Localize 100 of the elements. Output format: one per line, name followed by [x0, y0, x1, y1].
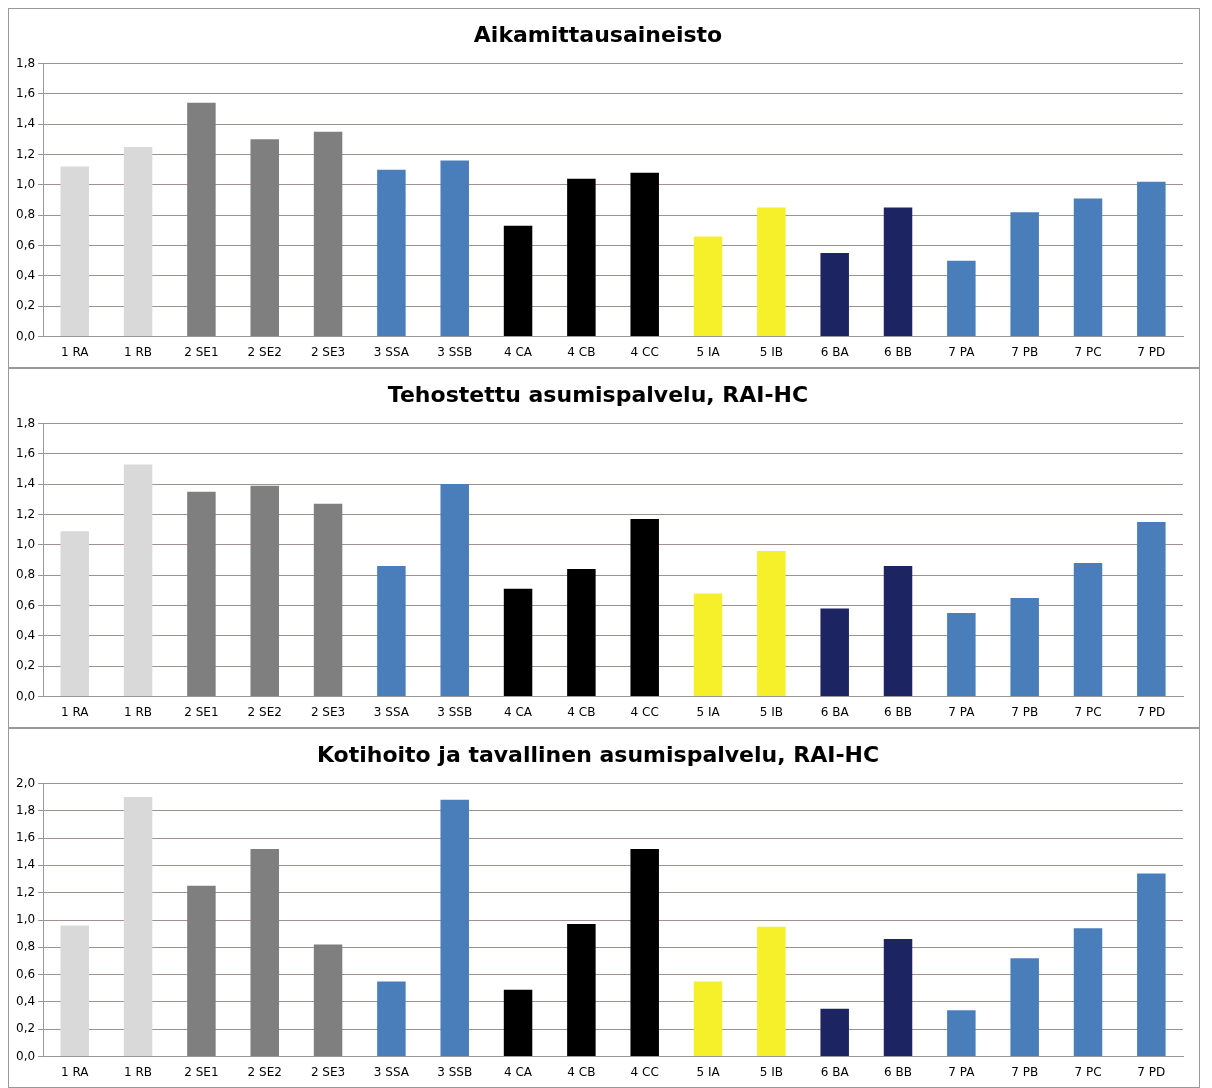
- x-tick-label: 4 CB: [567, 1064, 596, 1079]
- x-tick-label: 7 PB: [1011, 344, 1039, 359]
- bar: [187, 102, 216, 337]
- bar: [250, 139, 279, 337]
- bar: [567, 178, 596, 337]
- x-tick-label: 7 PA: [948, 1064, 976, 1079]
- bar: [947, 1010, 976, 1057]
- x-tick-label: 3 SSA: [373, 1064, 410, 1079]
- x-tick-label: 1 RA: [60, 704, 90, 719]
- x-tick-label: 4 CA: [504, 344, 533, 359]
- y-tick-label: 1,8: [15, 802, 36, 817]
- y-tick-label: 0,0: [15, 1048, 36, 1063]
- x-tick-label: 2 SE3: [310, 704, 346, 719]
- x-tick-label: 5 IA: [696, 344, 721, 359]
- y-tick-label: 0,2: [15, 658, 36, 673]
- bar: [693, 981, 723, 1057]
- bar: [123, 464, 153, 697]
- x-tick-label: 7 PC: [1074, 344, 1102, 359]
- bar: [313, 503, 343, 697]
- bar: [313, 944, 343, 1057]
- bar: [757, 207, 786, 337]
- bar: [60, 531, 89, 697]
- bar: [440, 484, 469, 697]
- x-tick-label: 6 BA: [820, 1064, 850, 1079]
- x-tick-label: 7 PA: [948, 704, 976, 719]
- x-tick-label: 2 SE1: [184, 1064, 219, 1079]
- bar: [377, 566, 406, 697]
- bar: [60, 166, 89, 337]
- x-tick-label: 7 PA: [948, 344, 976, 359]
- x-tick-label: 1 RA: [60, 344, 90, 359]
- x-tick-label: 2 SE3: [310, 344, 346, 359]
- bar: [250, 485, 279, 697]
- y-tick-label: 0,0: [15, 328, 36, 343]
- x-tick-label: 2 SE1: [184, 344, 219, 359]
- x-tick-label: 3 SSB: [437, 704, 473, 719]
- bar: [757, 926, 786, 1057]
- bar: [567, 569, 596, 697]
- x-tick-label: 5 IB: [759, 1064, 783, 1079]
- bar: [377, 981, 406, 1057]
- bar: [1137, 522, 1166, 697]
- x-tick-label: 4 CC: [630, 704, 659, 719]
- x-tick-label: 5 IB: [759, 344, 783, 359]
- bar: [313, 131, 343, 337]
- bar: [503, 989, 533, 1057]
- x-tick-label: 4 CA: [504, 1064, 533, 1079]
- bar: [883, 207, 913, 337]
- chart-title: Tehostettu asumispalvelu, RAI-HC: [387, 381, 809, 407]
- x-tick-label: 2 SE3: [310, 1064, 346, 1079]
- y-tick-label: 1,2: [15, 506, 36, 521]
- x-tick-label: 2 SE2: [247, 704, 282, 719]
- bar: [693, 236, 723, 337]
- x-tick-label: 2 SE2: [247, 1064, 282, 1079]
- x-tick-label: 4 CB: [567, 704, 596, 719]
- bar: [1073, 928, 1103, 1057]
- bar: [1073, 563, 1103, 697]
- x-tick-label: 7 PC: [1074, 1064, 1102, 1079]
- bar: [250, 848, 279, 1057]
- bar: [567, 924, 596, 1057]
- x-tick-label: 2 SE2: [247, 344, 282, 359]
- bar: [440, 799, 469, 1057]
- bar: [883, 566, 913, 697]
- y-tick-label: 1,6: [15, 445, 36, 460]
- y-tick-label: 1,8: [15, 55, 36, 70]
- bar: [630, 848, 659, 1057]
- bar: [630, 519, 659, 697]
- bar: [503, 225, 533, 337]
- bar: [630, 172, 659, 337]
- bar: [123, 797, 153, 1057]
- y-tick-label: 1,4: [15, 476, 36, 491]
- x-tick-label: 6 BB: [884, 344, 912, 359]
- y-tick-label: 1,0: [15, 536, 36, 551]
- x-tick-label: 7 PD: [1137, 1064, 1166, 1079]
- x-tick-label: 4 CC: [630, 344, 659, 359]
- bar: [123, 146, 153, 337]
- bar: [820, 608, 849, 697]
- bar: [60, 925, 89, 1057]
- x-tick-label: 1 RB: [124, 704, 153, 719]
- bar: [1137, 181, 1166, 337]
- y-tick-label: 0,8: [15, 567, 36, 582]
- y-tick-label: 2,0: [15, 775, 36, 790]
- bar: [757, 550, 786, 697]
- y-tick-label: 1,4: [15, 116, 36, 131]
- x-tick-label: 7 PD: [1137, 704, 1166, 719]
- y-tick-label: 0,6: [15, 597, 36, 612]
- y-tick-label: 0,8: [15, 207, 36, 222]
- x-tick-label: 5 IA: [696, 704, 721, 719]
- x-tick-label: 3 SSB: [437, 1064, 473, 1079]
- bar: [1073, 198, 1103, 337]
- y-tick-label: 0,0: [15, 688, 36, 703]
- y-tick-label: 1,2: [15, 884, 36, 899]
- x-tick-label: 6 BA: [820, 704, 850, 719]
- y-tick-label: 1,4: [15, 857, 36, 872]
- chart-title: Aikamittausaineisto: [473, 21, 723, 47]
- bar: [440, 160, 469, 337]
- x-tick-label: 7 PC: [1074, 704, 1102, 719]
- y-tick-label: 0,8: [15, 939, 36, 954]
- y-tick-label: 1,6: [15, 85, 36, 100]
- y-tick-label: 0,2: [15, 298, 36, 313]
- bar: [820, 253, 849, 337]
- y-tick-label: 1,8: [15, 415, 36, 430]
